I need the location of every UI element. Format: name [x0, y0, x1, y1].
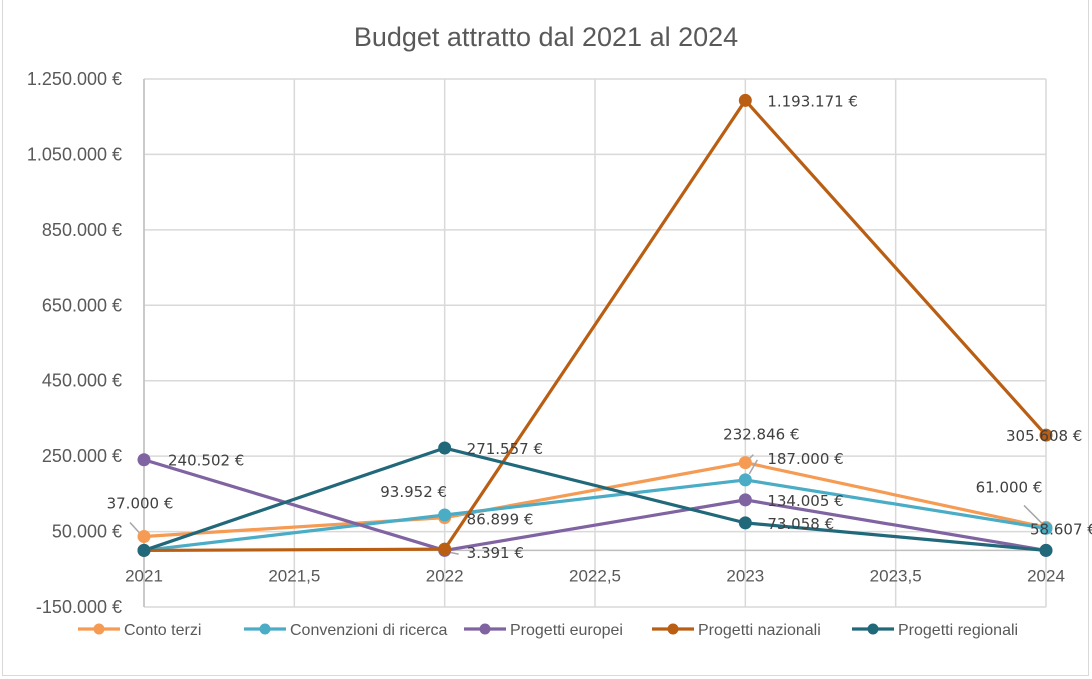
y-tick-label: 450.000 €: [42, 371, 122, 391]
legend-marker-icon: [667, 623, 679, 635]
x-tick-label: 2022,5: [569, 566, 621, 585]
leader-line: [129, 521, 141, 534]
data-label: 3.391 €: [467, 544, 524, 562]
x-tick-label: 2021: [125, 566, 163, 585]
x-axis-ticks: 2021 2021,5 2022 2022,5 2023 2023,5 2024: [125, 566, 1065, 585]
data-label: 37.000 €: [107, 494, 174, 512]
x-tick-label: 2021,5: [268, 566, 320, 585]
data-point: [738, 516, 752, 530]
data-point: [438, 441, 452, 455]
y-tick-label: 1.250.000 €: [27, 69, 122, 89]
data-label: 86.899 €: [467, 511, 534, 529]
data-point: [137, 453, 151, 467]
legend-marker-icon: [93, 623, 105, 635]
legend-label: Progetti regionali: [898, 622, 1018, 639]
legend-item: Progetti nazionali: [652, 622, 821, 639]
series-line: [143, 461, 1047, 539]
legend-label: Convenzioni di ricerca: [290, 622, 448, 639]
data-point: [738, 93, 752, 107]
data-label: 93.952 €: [380, 483, 447, 501]
data-label: 1.193.171 €: [767, 92, 858, 110]
data-point: [438, 508, 452, 522]
data-point: [738, 493, 752, 507]
data-label: 187.000 €: [767, 450, 843, 468]
data-label: 58.607 €: [1030, 520, 1092, 538]
data-label: 134.005 €: [767, 492, 843, 510]
y-tick-label: 250.000 €: [42, 446, 122, 466]
legend-item: Conto terzi: [78, 622, 201, 639]
legend-label: Progetti europei: [510, 622, 623, 639]
legend-marker-icon: [259, 623, 271, 635]
data-point: [438, 542, 452, 556]
data-label: 271.557 €: [467, 440, 543, 458]
y-tick-label: 50.000 €: [52, 522, 122, 542]
data-label: 232.846 €: [723, 426, 799, 444]
legend-item: Progetti europei: [464, 622, 623, 639]
data-label: 305.608 €: [1006, 427, 1082, 445]
leader-line: [1023, 504, 1043, 524]
y-axis-ticks: 1.250.000 € 1.050.000 € 850.000 € 650.000 €…: [27, 69, 122, 617]
series-group: [143, 98, 1048, 553]
legend-item: Convenzioni di ricerca: [244, 622, 448, 639]
x-tick-label: 2023,5: [870, 566, 922, 585]
y-tick-label: 650.000 €: [42, 295, 122, 315]
data-label: 61.000 €: [976, 478, 1043, 496]
data-point: [137, 543, 151, 557]
series-line: [143, 446, 1047, 553]
data-label: 73.058 €: [767, 515, 834, 533]
data-point: [1039, 521, 1053, 535]
legend-item: Progetti regionali: [852, 622, 1018, 639]
legend-marker-icon: [479, 623, 491, 635]
chart-title: Budget attratto dal 2021 al 2024: [354, 22, 738, 52]
y-tick-label: -150.000 €: [36, 597, 122, 617]
data-point: [1039, 543, 1053, 557]
data-point: [738, 473, 752, 487]
data-point: [137, 529, 151, 543]
legend-marker-icon: [867, 623, 879, 635]
series-line: [143, 98, 1048, 553]
data-label: 240.502 €: [168, 452, 244, 470]
legend-label: Progetti nazionali: [698, 622, 821, 639]
legend-label: Conto terzi: [124, 622, 201, 639]
x-tick-label: 2022: [426, 566, 464, 585]
data-point: [738, 456, 752, 470]
leader-line: [748, 459, 758, 475]
x-tick-label: 2024: [1027, 566, 1065, 585]
y-tick-label: 850.000 €: [42, 220, 122, 240]
y-tick-label: 1.050.000 €: [27, 144, 122, 164]
x-tick-label: 2023: [726, 566, 764, 585]
data-labels: 37.000 € 86.899 € 232.846 € 61.000 € 93.952 …: [107, 92, 1092, 562]
markers-group: [137, 93, 1053, 557]
series-line: [143, 458, 1047, 553]
series-line: [143, 478, 1047, 553]
data-point: [1039, 428, 1053, 442]
legend: Conto terzi Convenzioni di ricerca Progett…: [78, 622, 1018, 639]
